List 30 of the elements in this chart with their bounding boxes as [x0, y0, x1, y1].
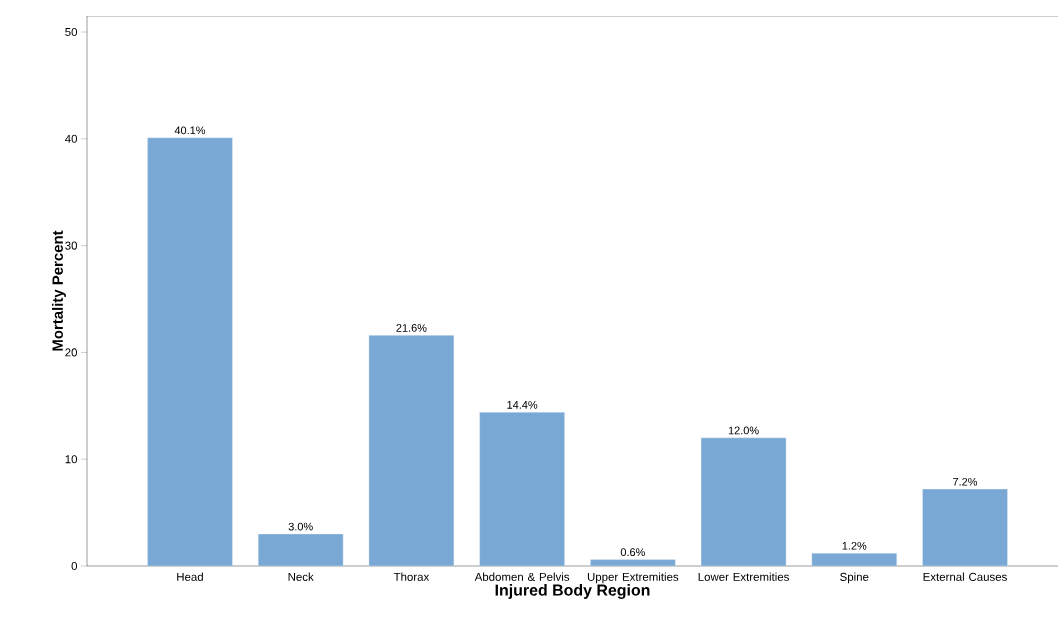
- data-label: 12.0%: [728, 426, 759, 435]
- x-tick-label: Neck: [288, 572, 314, 581]
- data-label: 3.0%: [288, 522, 313, 531]
- x-tick-label: Upper Extremities: [587, 572, 679, 584]
- x-axis-title: Injured Body Region: [495, 584, 650, 599]
- bar: [368, 335, 455, 566]
- y-tick-label: 10: [65, 455, 78, 464]
- x-tick-label: Head: [177, 572, 203, 581]
- x-tick-label: External Causes: [923, 572, 1007, 581]
- bar: [700, 437, 787, 566]
- data-label: 40.1%: [174, 126, 206, 135]
- data-label: 14.4%: [507, 401, 538, 409]
- data-label: 7.2%: [953, 477, 978, 486]
- y-axis-title: Mortality Percent: [51, 230, 66, 351]
- y-tick-label: 40: [65, 134, 78, 143]
- x-tick-label: Thorax: [393, 572, 430, 581]
- y-tick-label: 20: [65, 348, 78, 357]
- data-label: 21.6%: [396, 324, 427, 332]
- data-label: 0.6%: [620, 548, 645, 557]
- bar: [257, 533, 344, 566]
- bar: [479, 412, 565, 566]
- bar: [147, 137, 233, 566]
- data-label: 1.2%: [842, 541, 867, 550]
- x-tick-label: Lower Extremities: [698, 572, 789, 581]
- y-tick-label: 50: [65, 27, 78, 37]
- x-tick-label: Spine: [840, 572, 869, 584]
- y-tick-label: 0: [71, 561, 78, 571]
- bar: [922, 488, 1008, 566]
- y-tick-label: 30: [65, 241, 78, 250]
- x-tick-label: Abdomen & Pelvis: [474, 572, 570, 581]
